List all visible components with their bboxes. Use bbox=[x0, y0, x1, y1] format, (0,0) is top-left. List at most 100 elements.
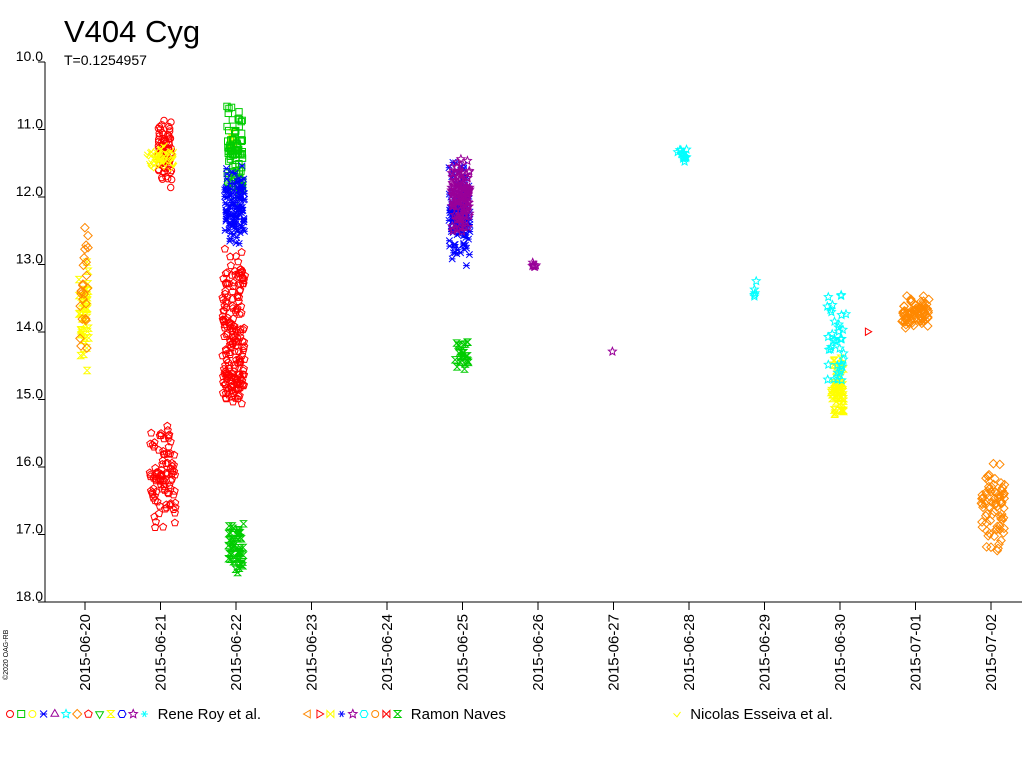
data-point bbox=[836, 374, 847, 385]
data-point bbox=[236, 285, 245, 294]
data-point bbox=[147, 164, 155, 170]
data-point bbox=[165, 127, 174, 135]
data-point bbox=[906, 296, 916, 307]
x-tick-label: 2015-06-28 bbox=[681, 614, 698, 691]
data-point bbox=[231, 326, 241, 335]
data-point bbox=[235, 122, 243, 131]
data-point bbox=[991, 488, 1002, 499]
legend-symbol bbox=[673, 711, 681, 718]
data-point bbox=[220, 323, 229, 332]
data-point bbox=[74, 275, 84, 284]
y-tick-label: 12.0 bbox=[16, 183, 43, 199]
data-point bbox=[750, 275, 762, 286]
data-point bbox=[986, 497, 997, 507]
data-point bbox=[235, 269, 244, 277]
data-point bbox=[167, 458, 177, 467]
data-point bbox=[234, 347, 243, 355]
data-point bbox=[152, 147, 160, 153]
data-point bbox=[233, 333, 242, 342]
data-point bbox=[167, 469, 177, 478]
data-point bbox=[996, 477, 1006, 488]
data-point bbox=[225, 360, 234, 369]
data-point bbox=[154, 509, 164, 518]
legend-symbol bbox=[39, 710, 48, 718]
data-point bbox=[920, 315, 931, 326]
data-point bbox=[227, 103, 236, 112]
data-point bbox=[530, 259, 542, 270]
legend-symbol bbox=[28, 710, 37, 718]
legend-symbol bbox=[392, 710, 403, 718]
data-point bbox=[977, 522, 988, 533]
data-point bbox=[237, 117, 245, 126]
data-point bbox=[159, 446, 168, 455]
data-point bbox=[830, 406, 840, 414]
data-point bbox=[163, 458, 172, 467]
data-point bbox=[985, 486, 996, 497]
data-point bbox=[225, 370, 234, 379]
data-point bbox=[229, 558, 239, 566]
data-point bbox=[234, 391, 243, 400]
data-point bbox=[165, 500, 175, 509]
data-point bbox=[453, 184, 465, 195]
data-point bbox=[825, 341, 837, 352]
data-point bbox=[224, 372, 233, 381]
data-point bbox=[159, 434, 169, 443]
chart-title: V404 Cyg bbox=[64, 14, 200, 49]
data-point bbox=[238, 162, 246, 170]
data-point bbox=[157, 173, 166, 182]
data-point bbox=[607, 345, 618, 356]
data-point bbox=[146, 470, 155, 479]
data-point bbox=[977, 492, 988, 503]
data-point bbox=[825, 343, 836, 354]
data-point bbox=[170, 508, 180, 517]
x-tick-label: 2015-06-23 bbox=[304, 614, 321, 691]
data-point bbox=[222, 370, 231, 379]
data-point bbox=[170, 450, 179, 459]
data-point bbox=[906, 314, 917, 325]
data-point bbox=[237, 247, 246, 256]
x-tick-label: 2015-06-27 bbox=[606, 614, 623, 691]
data-point bbox=[839, 407, 849, 416]
data-point bbox=[238, 279, 247, 288]
data-point bbox=[998, 512, 1009, 523]
legend-symbol bbox=[140, 710, 148, 718]
data-point bbox=[167, 474, 177, 483]
data-point bbox=[150, 512, 159, 521]
data-point bbox=[221, 226, 229, 234]
data-point bbox=[453, 250, 461, 258]
legend-symbol bbox=[359, 710, 369, 718]
data-point bbox=[160, 116, 168, 125]
data-point bbox=[462, 188, 474, 199]
data-point bbox=[157, 469, 166, 478]
data-point bbox=[837, 379, 847, 387]
data-point bbox=[995, 511, 1006, 522]
data-point bbox=[992, 545, 1003, 556]
series-5 bbox=[672, 143, 852, 385]
data-point bbox=[994, 524, 1005, 535]
data-point bbox=[221, 286, 230, 295]
data-point bbox=[450, 176, 462, 187]
data-point bbox=[981, 496, 992, 507]
data-point bbox=[838, 353, 849, 364]
data-point bbox=[455, 358, 465, 366]
data-point bbox=[240, 355, 249, 363]
data-point bbox=[901, 291, 912, 301]
data-point bbox=[155, 431, 164, 440]
data-point bbox=[456, 195, 467, 206]
data-point bbox=[154, 161, 162, 167]
data-point bbox=[236, 383, 245, 392]
data-point bbox=[455, 174, 467, 185]
data-point bbox=[982, 508, 992, 519]
data-point bbox=[222, 189, 230, 197]
data-point bbox=[218, 293, 227, 302]
data-point bbox=[223, 122, 231, 131]
data-point bbox=[165, 138, 173, 146]
data-point bbox=[447, 177, 458, 188]
data-point bbox=[226, 261, 236, 270]
data-point bbox=[235, 369, 244, 378]
data-point bbox=[749, 287, 761, 298]
y-tick-label: 16.0 bbox=[16, 453, 43, 469]
x-tick-label: 2015-07-01 bbox=[908, 614, 925, 691]
data-point bbox=[166, 168, 175, 177]
data-point bbox=[237, 399, 246, 408]
